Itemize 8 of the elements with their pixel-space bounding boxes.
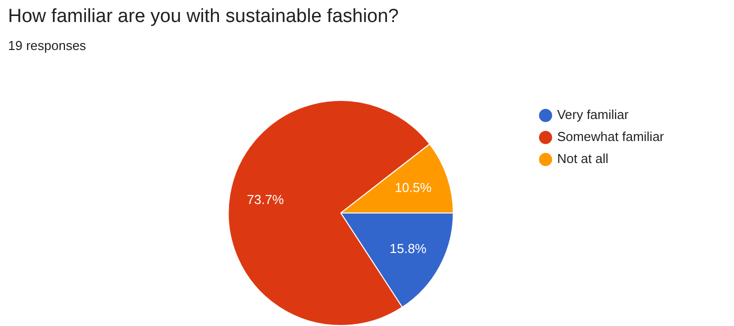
legend-label: Very familiar — [557, 107, 630, 122]
data-label: 73.7% — [246, 192, 284, 207]
data-label: 15.8% — [390, 241, 427, 256]
legend-label: Not at all — [557, 151, 608, 166]
text: 19 responses — [8, 38, 86, 53]
data-label: 10.5% — [394, 180, 432, 195]
chart-title: How familiar are you with sustainable fashion? — [8, 6, 399, 28]
legend-label: Somewhat familiar — [557, 129, 665, 144]
